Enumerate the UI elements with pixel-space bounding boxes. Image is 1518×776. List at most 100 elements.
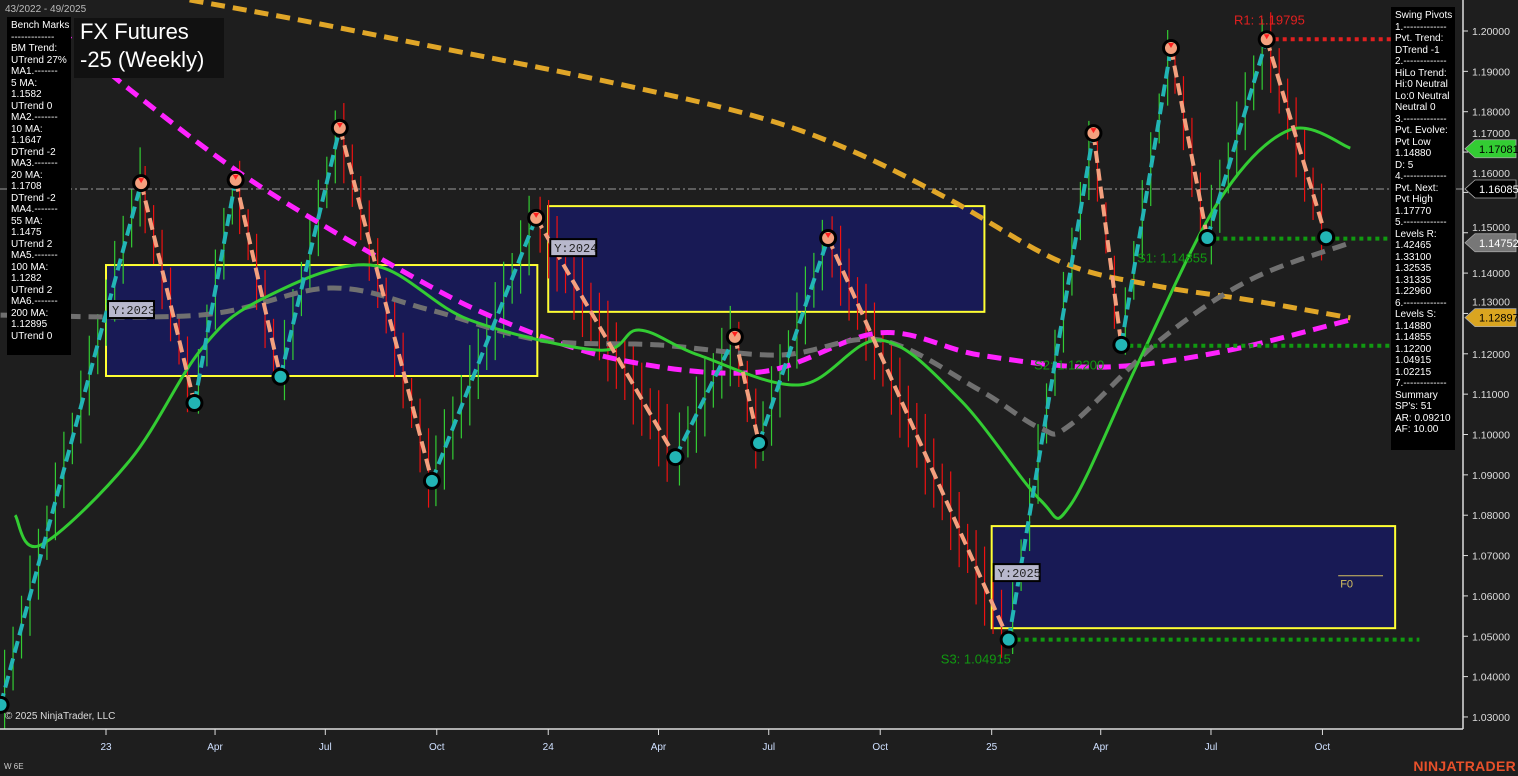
swing-leg	[0, 182, 144, 706]
panel-line: UTrend 2	[11, 284, 53, 296]
panel-line: Levels S:	[1395, 309, 1437, 320]
pivot-high-arrow	[533, 212, 540, 218]
panel-line: Hi:0 Neutral	[1395, 79, 1448, 90]
time-tick-label: Oct	[872, 742, 888, 753]
time-tick-label: Jul	[319, 742, 332, 753]
panel-line: 1.14880	[1395, 320, 1432, 332]
level-label: R1: 1.19795	[1234, 12, 1305, 27]
level-label: S1: 1.14855	[1137, 251, 1207, 266]
panel-line: MA4.-------	[11, 204, 58, 215]
panel-line: Summary	[1395, 389, 1438, 401]
panel-line: 1.17770	[1395, 205, 1432, 217]
price-marker	[1464, 308, 1517, 328]
panel-line: Pvt. Evolve:	[1395, 125, 1448, 136]
panel-line: 1.1475	[11, 227, 42, 238]
panel-line: 5.-------------	[1395, 217, 1447, 228]
pivot-dot	[274, 370, 287, 383]
panel-line: Swing Pivots	[1395, 10, 1453, 21]
pivot-high-arrow	[336, 122, 343, 128]
panel-line: MA3.-------	[11, 158, 58, 169]
pivot-high-arrow	[1263, 34, 1270, 40]
year-range-box	[547, 205, 986, 313]
year-label-bg	[992, 563, 1041, 583]
panel-line: AF: 10.00	[1395, 424, 1439, 435]
swing-pivots-panel: Swing Pivots 1.------------- Pvt. Trend: DT…	[1391, 7, 1455, 450]
time-tick-label: 24	[543, 742, 555, 753]
swing-leg	[278, 127, 342, 378]
price-marker-label: 1.17081	[1479, 144, 1518, 156]
moving-average-20-ma	[13, 126, 1351, 549]
panel-line: 1.1708	[11, 181, 42, 192]
pivot-high-arrow	[1167, 42, 1174, 48]
panel-line: SP's: 51	[1395, 401, 1432, 412]
moving-average-55-ma	[0, 240, 1352, 437]
swing-leg	[1169, 47, 1210, 239]
pivot-dot	[669, 451, 682, 464]
price-tick-label: 1.12000	[1472, 349, 1510, 361]
level-label: S3: 1.04915	[941, 652, 1011, 667]
pivot-dot	[188, 397, 201, 410]
price-tick-label: 1.10000	[1472, 430, 1510, 442]
panel-line: 1.42465	[1395, 240, 1432, 251]
panel-line: 1.1582	[11, 89, 42, 100]
year-range-box	[990, 525, 1397, 630]
year-label-bg	[549, 238, 598, 258]
panel-line: 1.14855	[1395, 332, 1432, 343]
time-tick-label: Jul	[1205, 742, 1218, 753]
price-marker	[1464, 179, 1517, 199]
pivot-dot	[1320, 231, 1333, 244]
year-label-bg	[107, 300, 155, 320]
chart-title: FX Futures -25 (Weekly)	[74, 18, 224, 78]
swing-leg	[430, 217, 538, 482]
panel-line: 6.-------------	[1395, 297, 1447, 309]
title-line-1: FX Futures	[80, 19, 189, 44]
panel-line: 1.14880	[1395, 148, 1432, 159]
panel-line: 1.22960	[1395, 286, 1432, 297]
price-tick-label: 1.08000	[1472, 510, 1510, 522]
panel-line: 1.04915	[1395, 355, 1432, 366]
price-tick-label: 1.16000	[1472, 168, 1510, 180]
pivot-dot	[425, 474, 438, 487]
price-tick-label: 1.18000	[1472, 107, 1510, 119]
panel-line: 7.-------------	[1395, 378, 1447, 389]
date-range: 43/2022 - 49/2025	[5, 4, 87, 15]
panel-line: 200 MA:	[11, 307, 49, 319]
time-tick-label: 25	[986, 742, 998, 753]
time-tick-label: Jul	[762, 742, 775, 753]
panel-line: Levels R:	[1395, 228, 1437, 240]
panel-line: DTrend -2	[11, 192, 56, 204]
panel-line: 1.31335	[1395, 274, 1432, 286]
price-tick-label: 1.04000	[1472, 672, 1510, 684]
panel-line: 1.33100	[1395, 251, 1432, 263]
ninjatrader-logo: NINJATRADER	[1413, 758, 1516, 774]
panel-line: 55 MA:	[11, 215, 43, 227]
panel-line: D: 5	[1395, 159, 1414, 171]
panel-line: Pvt. Trend:	[1395, 33, 1444, 44]
pivot-dot	[1115, 338, 1128, 351]
panel-line: 1.-------------	[1395, 21, 1447, 33]
title-line-2: -25 (Weekly)	[80, 47, 205, 72]
panel-line: Bench Marks	[11, 20, 70, 31]
swing-leg	[534, 216, 678, 459]
price-tick-label: 1.09000	[1472, 470, 1510, 482]
price-tick-label: 1.07000	[1472, 551, 1510, 563]
year-label: Y:2023	[112, 304, 155, 318]
pivot-high-arrow	[138, 178, 145, 184]
time-tick-label: Oct	[429, 742, 445, 753]
pivot-high-arrow	[232, 174, 239, 180]
panel-line: MA5.-------	[11, 250, 58, 261]
panel-line: Neutral 0	[1395, 102, 1436, 113]
price-marker	[1464, 139, 1517, 159]
price-tick-label: 1.13000	[1472, 297, 1510, 309]
price-tick-label: 1.05000	[1472, 631, 1510, 643]
swing-leg	[1006, 132, 1096, 641]
price-tick-label: 1.06000	[1472, 591, 1510, 603]
swing-leg	[1119, 47, 1173, 346]
panel-line: 100 MA:	[11, 261, 49, 273]
price-marker	[1464, 233, 1517, 253]
time-tick-label: Oct	[1315, 742, 1331, 753]
panel-line: UTrend 0	[11, 100, 53, 112]
panel-line: UTrend 27%	[11, 54, 67, 66]
swing-leg	[757, 237, 831, 444]
